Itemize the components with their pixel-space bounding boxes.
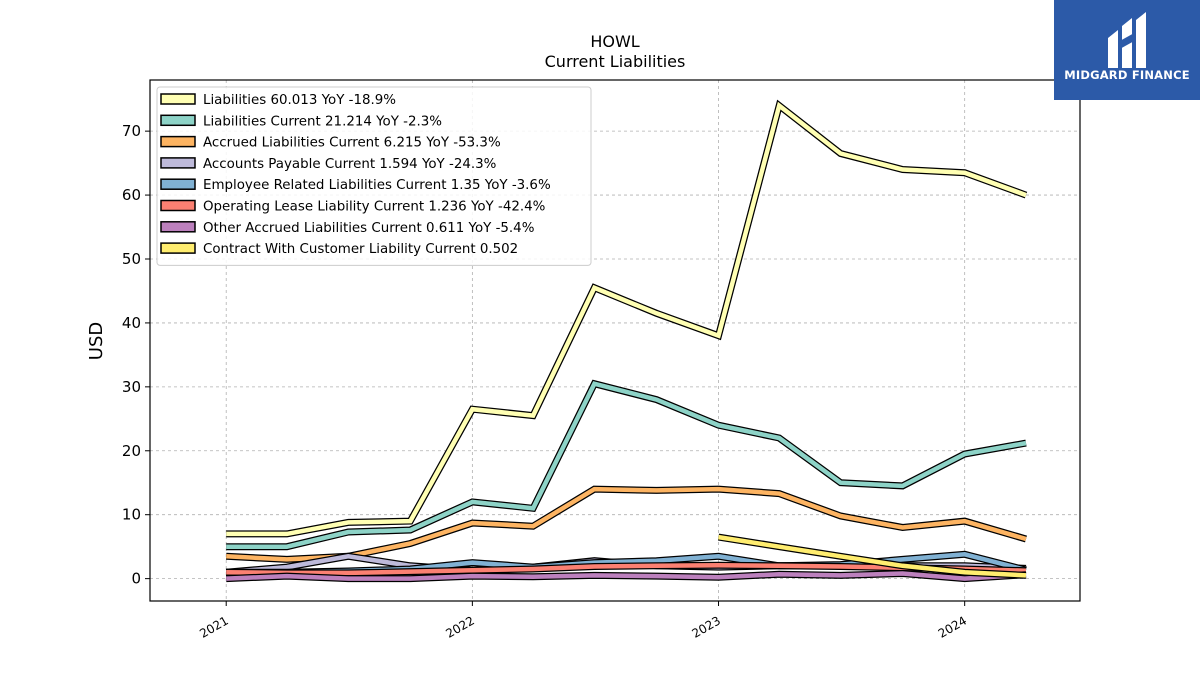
series-line xyxy=(717,533,1027,579)
x-axis: 2021 2022 2023 2024 xyxy=(197,601,969,641)
legend-swatch xyxy=(160,135,196,148)
series-line-fill xyxy=(718,534,1027,578)
series-line xyxy=(226,379,1027,551)
x-tick-label: 2024 xyxy=(936,613,969,640)
series-line xyxy=(226,485,1027,563)
legend-entry-label: Accrued Liabilities Current 6.215 YoY -5… xyxy=(203,136,501,151)
y-tick-label: 70 xyxy=(122,122,141,140)
series-line xyxy=(226,569,1027,583)
legend-swatch xyxy=(160,157,196,169)
y-tick-label: 40 xyxy=(122,314,141,332)
series-line-fill xyxy=(226,101,1027,537)
x-tick-label: 2023 xyxy=(690,613,723,640)
y-axis-label: USD xyxy=(86,322,107,360)
series-line-fill xyxy=(226,486,1027,562)
legend-entry-label: Other Accrued Liabilities Current 0.611 … xyxy=(203,221,534,236)
legend-entry-label: Employee Related Liabilities Current 1.3… xyxy=(203,178,551,193)
y-tick-label: 0 xyxy=(131,570,141,588)
y-axis: 0 10 20 30 40 50 60 70 xyxy=(122,122,150,588)
x-tick-label: 2021 xyxy=(197,613,230,640)
legend-box xyxy=(156,86,592,266)
chart-subtitle: Current Liabilities xyxy=(544,52,686,71)
legend-entry-label: Contract With Customer Liability Current… xyxy=(203,242,518,257)
legend-swatch xyxy=(160,178,196,190)
series-line-fill xyxy=(226,571,1027,581)
series-line-fill xyxy=(226,381,1027,549)
legend: Liabilities 60.013 YoY -18.9% Liabilities… xyxy=(156,86,592,266)
chart-title: HOWL xyxy=(590,32,640,51)
midgard-logo-icon xyxy=(1108,12,1146,68)
legend-entry-label: Liabilities 60.013 YoY -18.9% xyxy=(203,93,396,108)
legend-swatch xyxy=(160,93,196,105)
series-lines xyxy=(225,99,1028,583)
legend-entry-label: Operating Lease Liability Current 1.236 … xyxy=(203,200,545,215)
plot-frame xyxy=(149,79,1081,602)
y-tick-label: 50 xyxy=(122,250,141,268)
y-tick-label: 60 xyxy=(122,186,141,204)
legend-swatch xyxy=(160,199,196,212)
x-tick-label: 2022 xyxy=(443,613,476,640)
legend-swatch xyxy=(160,221,196,233)
brand-logo-text: MIDGARD FINANCE xyxy=(1064,68,1190,82)
y-tick-label: 30 xyxy=(122,378,141,396)
legend-swatch xyxy=(160,242,196,254)
legend-swatch xyxy=(160,114,196,127)
y-tick-label: 10 xyxy=(122,506,141,524)
legend-entry-label: Liabilities Current 21.214 YoY -2.3% xyxy=(203,114,442,129)
legend-entry-label: Accounts Payable Current 1.594 YoY -24.3… xyxy=(203,157,496,172)
series-line xyxy=(226,99,1028,538)
y-tick-label: 20 xyxy=(122,442,141,460)
